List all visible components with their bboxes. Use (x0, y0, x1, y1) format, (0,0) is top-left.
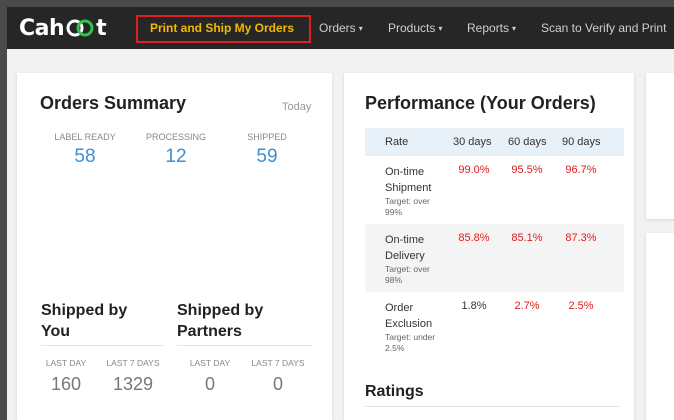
column-header-60-days: 60 days (508, 136, 547, 148)
row-target-line1: Target: over (385, 196, 430, 206)
stat-label-shipped: SHIPPED (247, 132, 287, 142)
orders-summary-card: Orders Summary Today LABEL READY 58 PROC… (17, 73, 332, 420)
shipped-by-you-last-day-value: 160 (50, 374, 82, 394)
orders-summary-period: Today (282, 101, 312, 113)
stat-value-processing[interactable]: 12 (165, 146, 187, 167)
row-name: On-time Shipment (385, 164, 431, 196)
cell-90-days: 2.5% (568, 300, 594, 312)
row-name-line1: Order (385, 302, 414, 314)
row-name-line1: On-time (385, 166, 425, 178)
table-header-row: Rate 30 days 60 days 90 days (365, 128, 624, 156)
logo-link-icon (65, 18, 95, 38)
app-frame: Cah t Print and Ship My Orders Orders ▾ P… (7, 7, 674, 420)
nav-products[interactable]: Products ▾ (388, 7, 442, 49)
chevron-down-icon: ▾ (512, 24, 517, 33)
row-name-line2: Delivery (385, 250, 425, 262)
stat-label-processing: PROCESSING (145, 132, 206, 142)
cell-30-days: 85.8% (458, 232, 490, 244)
row-name-line2: Exclusion (385, 318, 433, 330)
performance-title: Performance (Your Orders) (365, 93, 596, 113)
row-target-line2: 2.5% (385, 343, 405, 353)
brand-logo[interactable]: Cah t (19, 15, 107, 41)
stat-label-ready: LABEL READY (54, 132, 116, 142)
row-target-line1: Target: under (385, 332, 436, 342)
orders-summary-title: Orders Summary (40, 93, 187, 113)
column-header-30-days: 30 days (453, 136, 492, 148)
cell-30-days: 1.8% (461, 300, 487, 312)
cell-90-days: 87.3% (565, 232, 597, 244)
row-name-line2: Shipment (385, 182, 432, 194)
row-target-line2: 98% (385, 275, 403, 285)
cell-90-days: 96.7% (565, 164, 597, 176)
table-row: On-time Shipment Target: over 99% 99.0% … (365, 156, 624, 224)
shipped-by-you-last-7-label: LAST 7 DAYS (106, 358, 160, 368)
nav-scan-to-verify[interactable]: Scan to Verify and Print (541, 7, 666, 49)
nav-reports-label: Reports (467, 21, 510, 35)
divider (41, 345, 164, 346)
nav-products-label: Products (388, 21, 436, 35)
nav-orders[interactable]: Orders ▾ (319, 7, 363, 49)
cell-60-days: 95.5% (511, 164, 543, 176)
row-name-line1: On-time (385, 234, 425, 246)
row-target: Target: over 98% (385, 264, 430, 286)
shipped-by-partners-title-line2: Partners (177, 323, 242, 340)
chevron-down-icon: ▾ (438, 24, 443, 33)
cell-30-days: 99.0% (458, 164, 490, 176)
cell-60-days: 85.1% (511, 232, 543, 244)
shipped-by-you-title-line2: You (41, 323, 71, 340)
table-row: Order Exclusion Target: under 2.5% 1.8% … (365, 292, 624, 360)
shipped-by-you-title: Shipped by You (41, 300, 127, 342)
row-name: Order Exclusion (385, 300, 432, 332)
row-target-line1: Target: over (385, 264, 430, 274)
shipped-by-partners-title: Shipped by Partners (177, 300, 263, 342)
shipped-by-partners-last-day-label: LAST DAY (189, 358, 231, 368)
stat-value-label-ready[interactable]: 58 (74, 146, 96, 167)
brand-logo-text-right: t (96, 15, 107, 41)
ratings-title: Ratings (365, 383, 424, 400)
nav-highlight-box (136, 15, 311, 43)
shipped-by-partners-last-7-value: 0 (272, 374, 283, 394)
shipped-by-partners-last-7-label: LAST 7 DAYS (251, 358, 305, 368)
row-target-line2: 99% (385, 207, 403, 217)
shipped-by-partners-title-line1: Shipped by (177, 302, 264, 319)
nav-print-and-ship-label: Print and Ship My Orders (150, 21, 295, 35)
nav-reports[interactable]: Reports ▾ (467, 7, 516, 49)
table-row: On-time Delivery Target: over 98% 85.8% … (365, 224, 624, 292)
nav-scan-to-verify-label: Scan to Verify and Print (541, 21, 667, 35)
row-target: Target: over 99% (385, 196, 430, 218)
row-name: On-time Delivery (385, 232, 425, 264)
divider (177, 345, 312, 346)
shipped-by-partners-last-day-value: 0 (204, 374, 215, 394)
top-navbar: Cah t Print and Ship My Orders Orders ▾ P… (7, 7, 674, 49)
cell-60-days: 2.7% (514, 300, 540, 312)
brand-logo-text-left: Cah (19, 15, 65, 41)
nav-orders-label: Orders (319, 21, 356, 35)
column-header-90-days: 90 days (562, 136, 601, 148)
chevron-down-icon: ▾ (358, 24, 363, 33)
nav-print-and-ship[interactable]: Print and Ship My Orders (150, 7, 294, 49)
shipped-by-you-last-7-value: 1329 (112, 374, 154, 394)
divider (365, 406, 620, 407)
partial-card-right-top (646, 73, 674, 219)
row-target: Target: under 2.5% (385, 332, 435, 354)
partial-card-right-bottom (646, 233, 674, 420)
shipped-by-you-title-line1: Shipped by (41, 302, 128, 319)
shipped-by-you-last-day-label: LAST DAY (45, 358, 87, 368)
stat-value-shipped[interactable]: 59 (256, 146, 278, 167)
column-header-rate: Rate (385, 136, 409, 148)
